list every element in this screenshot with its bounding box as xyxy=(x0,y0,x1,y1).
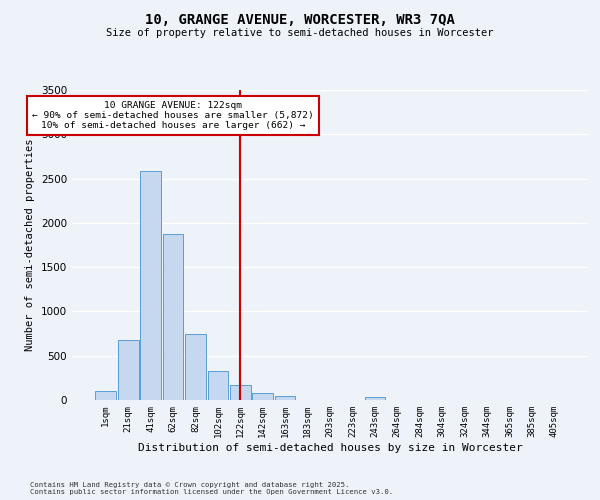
Bar xyxy=(253,394,273,400)
Text: 10, GRANGE AVENUE, WORCESTER, WR3 7QA: 10, GRANGE AVENUE, WORCESTER, WR3 7QA xyxy=(145,12,455,26)
Bar xyxy=(230,386,251,400)
Bar xyxy=(95,391,116,400)
Text: 10 GRANGE AVENUE: 122sqm
← 90% of semi-detached houses are smaller (5,872)
10% o: 10 GRANGE AVENUE: 122sqm ← 90% of semi-d… xyxy=(32,100,314,130)
X-axis label: Distribution of semi-detached houses by size in Worcester: Distribution of semi-detached houses by … xyxy=(137,442,523,452)
Bar xyxy=(185,334,206,400)
Text: Size of property relative to semi-detached houses in Worcester: Size of property relative to semi-detach… xyxy=(106,28,494,38)
Bar xyxy=(275,396,295,400)
Bar xyxy=(208,371,228,400)
Text: Contains HM Land Registry data © Crown copyright and database right 2025.
Contai: Contains HM Land Registry data © Crown c… xyxy=(30,482,393,495)
Bar xyxy=(163,234,184,400)
Bar xyxy=(140,172,161,400)
Y-axis label: Number of semi-detached properties: Number of semi-detached properties xyxy=(25,138,35,351)
Bar xyxy=(118,340,139,400)
Bar xyxy=(365,397,385,400)
